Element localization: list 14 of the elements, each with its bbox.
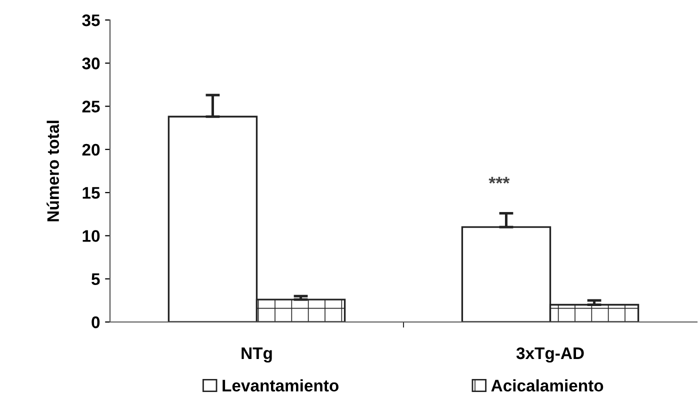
legend-label: Acicalamiento [491,379,604,392]
legend-label: Levantamiento [222,379,338,392]
y-tick-label: 25 [82,100,100,112]
y-tick-label: 15 [82,187,100,199]
y-axis-title: Número total [46,120,60,222]
y-tick-label: 10 [82,230,100,242]
y-tick-label: 5 [92,273,100,286]
y-tick-label: 0 [92,316,100,328]
y-tick-label: 20 [82,144,100,156]
x-tick-label: 3xTg-AD [516,347,584,363]
x-tick-label: NTg [242,348,272,363]
y-tick-label: 30 [82,58,100,70]
annotation: *** [488,176,510,184]
y-tick-label: 35 [82,14,100,26]
